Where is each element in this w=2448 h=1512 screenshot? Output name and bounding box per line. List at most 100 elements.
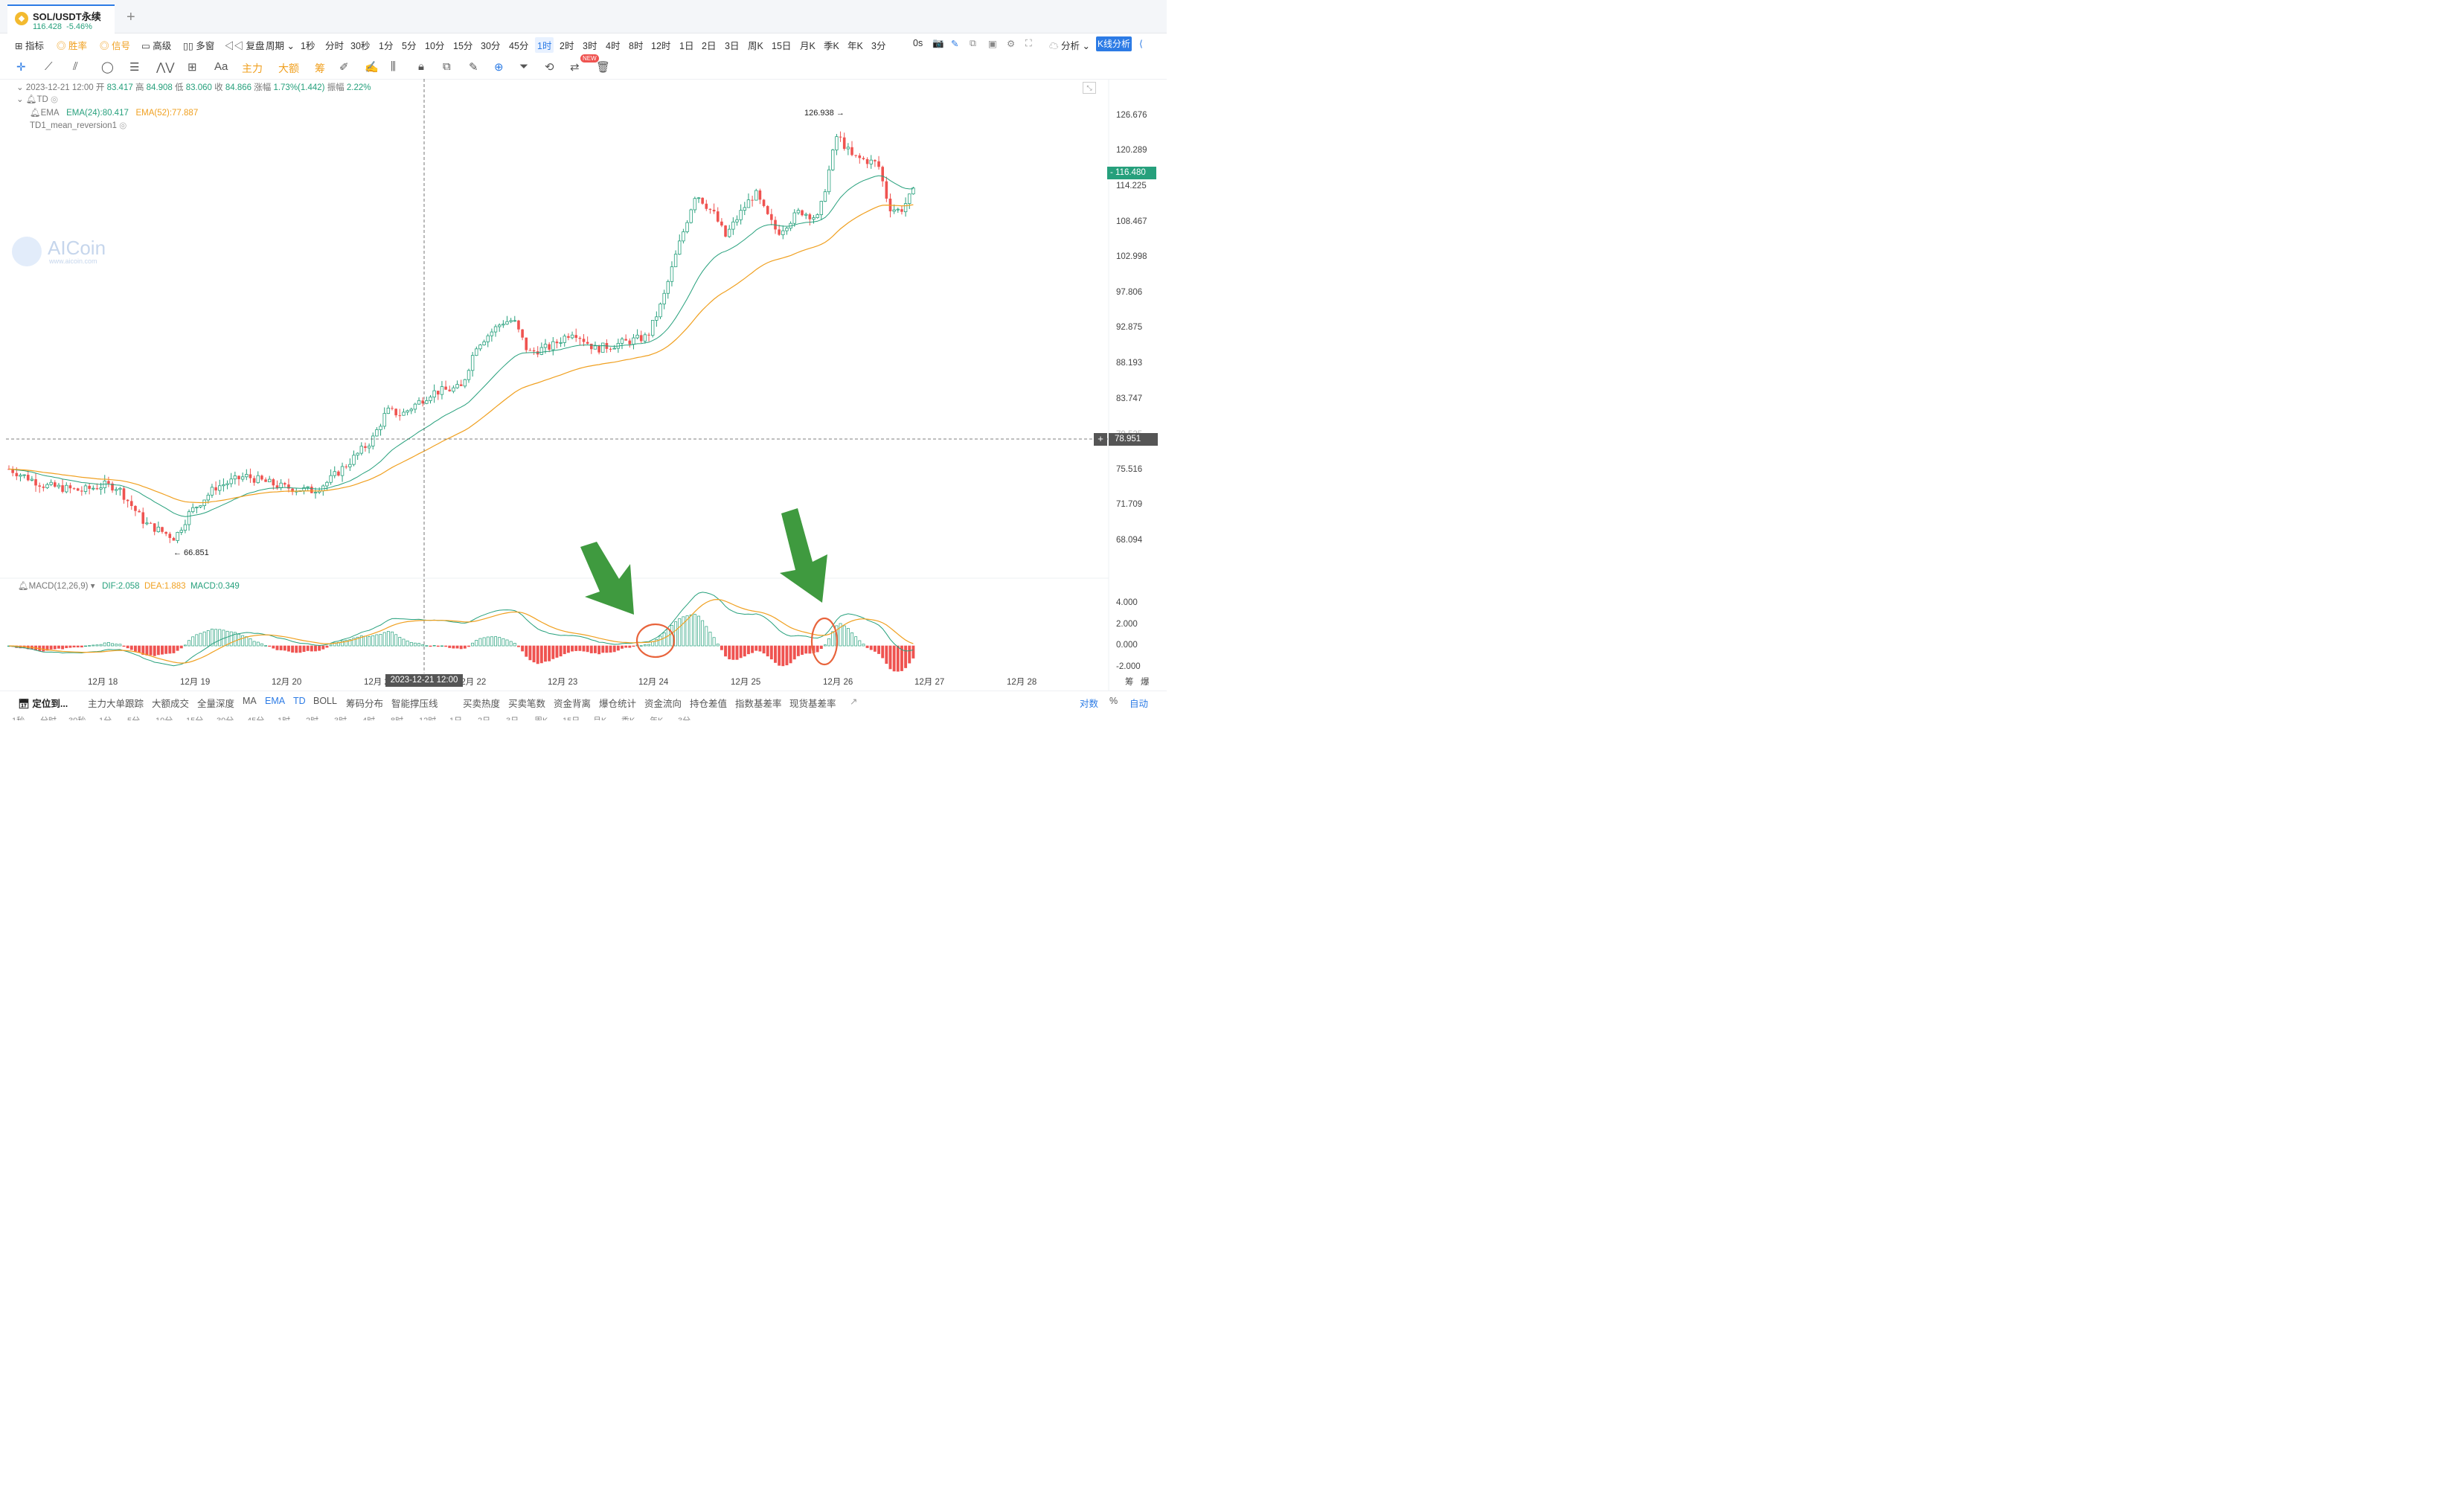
bottom-item[interactable]: 买卖笔数 — [508, 699, 546, 709]
liquidation-toggle[interactable]: 爆 — [1141, 678, 1150, 687]
crosshair-icon[interactable]: ✛ — [16, 61, 26, 74]
bottom-tf-7[interactable]: 30分 — [217, 714, 234, 720]
kline-analysis-button[interactable]: K线分析 — [1096, 36, 1132, 51]
bottom-tf-10[interactable]: 2时 — [306, 714, 318, 720]
tf-3d[interactable]: 3日 — [725, 41, 740, 51]
bottom-tf-9[interactable]: 1时 — [278, 714, 290, 720]
gear-icon[interactable]: ⚙ — [1007, 39, 1016, 49]
bottom-item[interactable]: 筹码分布 — [346, 699, 384, 709]
tf-8h[interactable]: 8时 — [629, 41, 644, 51]
bottom-item[interactable]: MA — [243, 696, 257, 706]
bottom-tf-23[interactable]: 3分 — [678, 714, 690, 720]
tf-1h[interactable]: 1时 — [535, 37, 554, 53]
bottom-tf-19[interactable]: 15日 — [563, 714, 580, 720]
trash-icon[interactable]: 🗑︎ — [596, 61, 611, 74]
bottom-tf-14[interactable]: 12时 — [419, 714, 436, 720]
tf-30m[interactable]: 30分 — [481, 41, 501, 51]
swap-icon[interactable]: ⇄ — [570, 61, 580, 74]
magnet-icon[interactable]: ⊕ — [494, 61, 504, 74]
tf-45m[interactable]: 45分 — [509, 41, 529, 51]
tf-10m[interactable]: 10分 — [425, 41, 445, 51]
bottom-tf-22[interactable]: 年K — [650, 714, 663, 720]
multi-window-button[interactable]: ▯▯ 多窗 — [183, 41, 215, 51]
text-tool-button[interactable]: Aa — [214, 60, 228, 73]
filter-icon[interactable]: ⏷ — [519, 60, 529, 73]
expand-icon[interactable]: ⤡ — [1083, 82, 1096, 94]
bottom-item[interactable]: 买卖热度 — [463, 699, 501, 709]
parallel-tool-icon[interactable]: ⫽ — [73, 60, 78, 73]
tf-15m[interactable]: 15分 — [453, 41, 473, 51]
bottom-item[interactable]: 大额成交 — [152, 699, 190, 709]
window-icon[interactable]: ⧉ — [970, 38, 976, 48]
bottom-tf-17[interactable]: 3日 — [506, 714, 519, 720]
bottom-tf-15[interactable]: 1日 — [449, 714, 462, 720]
bottom-item[interactable]: 资金背离 — [554, 699, 592, 709]
bottom-item[interactable]: 资金流向 — [644, 699, 682, 709]
bottom-item[interactable]: TD — [293, 696, 306, 706]
ellipse-tool-icon[interactable]: ◯ — [101, 61, 114, 74]
bottom-item[interactable]: 持仓差值 — [690, 699, 728, 709]
fullscreen-icon[interactable]: ⛶ — [1025, 38, 1032, 48]
tf-1s[interactable]: 1秒 — [301, 41, 315, 51]
log-scale-button[interactable]: 对数 — [1080, 699, 1099, 709]
brush-icon[interactable]: ✍ — [365, 61, 379, 74]
add-tab-button[interactable]: + — [126, 9, 135, 25]
hide-eye-icon[interactable]: ◎ — [119, 121, 127, 130]
bottom-item[interactable]: EMA — [265, 696, 286, 706]
tf-4h[interactable]: 4时 — [606, 41, 621, 51]
fib-tool-icon[interactable]: ☰ — [129, 61, 140, 74]
bottom-tf-3[interactable]: 1分 — [99, 714, 112, 720]
big-amount-button[interactable]: 大额 — [278, 63, 299, 74]
tf-5m[interactable]: 5分 — [402, 41, 417, 51]
tf-year[interactable]: 年K — [847, 41, 863, 51]
share-icon[interactable]: ⟨ — [1139, 39, 1143, 49]
bottom-tf-20[interactable]: 月K — [593, 714, 606, 720]
bottom-tf-5[interactable]: 10分 — [156, 714, 173, 720]
td1-indicator-label[interactable]: TD1_mean_reversion1 ◎ — [30, 121, 127, 130]
tf-3m[interactable]: 3分 — [871, 41, 886, 51]
tf-quarter[interactable]: 季K — [824, 41, 839, 51]
tf-15d[interactable]: 15日 — [772, 41, 792, 51]
zero-s-button[interactable]: 0s — [913, 38, 923, 48]
signal-button[interactable]: ◎ 信号 — [100, 41, 130, 51]
bottom-tf-12[interactable]: 4时 — [362, 714, 375, 720]
wave-tool-icon[interactable]: ⋀⋁ — [156, 61, 175, 74]
note-icon[interactable]: ✎ — [469, 61, 478, 74]
candle-icon[interactable]: ⫼ — [391, 60, 396, 73]
bottom-item[interactable]: BOLL — [313, 696, 337, 706]
sync-icon[interactable]: ⟲ — [545, 61, 554, 74]
replay-button[interactable]: ◁◁ 复盘 — [225, 41, 265, 51]
analysis-dropdown[interactable]: ☁ 分析 ⌄ — [1049, 41, 1090, 51]
symbol-tab[interactable]: ◆ SOL/USDT永续 116.428 -5.46% — [7, 4, 115, 34]
bottom-tf-13[interactable]: 8时 — [391, 714, 403, 720]
period-dropdown[interactable]: 周期 ⌄ — [266, 41, 295, 51]
bottom-item[interactable]: 智能撑压线 — [391, 699, 438, 709]
winrate-button[interactable]: ◎ 胜率 — [57, 41, 87, 51]
tf-month[interactable]: 月K — [800, 41, 816, 51]
add-alert-button[interactable]: + — [1094, 433, 1107, 446]
main-force-button[interactable]: 主力 — [242, 63, 263, 74]
bottom-tf-11[interactable]: 3时 — [334, 714, 347, 720]
bottom-tf-6[interactable]: 15分 — [186, 714, 203, 720]
chip-button[interactable]: 筹 — [315, 63, 325, 74]
bottom-tf-18[interactable]: 周K — [534, 714, 548, 720]
hide-eye-icon[interactable]: ◎ — [50, 95, 59, 104]
tf-30s[interactable]: 30秒 — [350, 41, 371, 51]
camera-icon[interactable]: 📷 — [932, 38, 944, 48]
ruler-icon[interactable]: ✐ — [339, 61, 349, 74]
bottom-item[interactable]: 指数基差率 — [735, 699, 782, 709]
bottom-tf-1[interactable]: 分时 — [40, 714, 57, 720]
pen-icon[interactable]: ✎ — [951, 39, 959, 49]
tf-1m[interactable]: 1分 — [379, 41, 394, 51]
tf-2h[interactable]: 2时 — [560, 41, 574, 51]
price-chart[interactable] — [0, 0, 1167, 720]
advanced-button[interactable]: ▭ 高级 — [141, 41, 172, 51]
bottom-tf-16[interactable]: 2日 — [478, 714, 490, 720]
bottom-tf-2[interactable]: 30秒 — [68, 714, 86, 720]
bottom-item[interactable]: 全量深度 — [197, 699, 235, 709]
bottom-item[interactable]: 现货基差率 — [789, 699, 836, 709]
chip-toggle[interactable]: 筹 — [1125, 678, 1134, 687]
ema-indicator-label[interactable]: 🔔︎EMA EMA(24):80.417 EMA(52):77.887 — [30, 109, 199, 118]
lock-icon[interactable]: 🔒︎ — [418, 60, 424, 73]
tf-3h[interactable]: 3时 — [583, 41, 597, 51]
